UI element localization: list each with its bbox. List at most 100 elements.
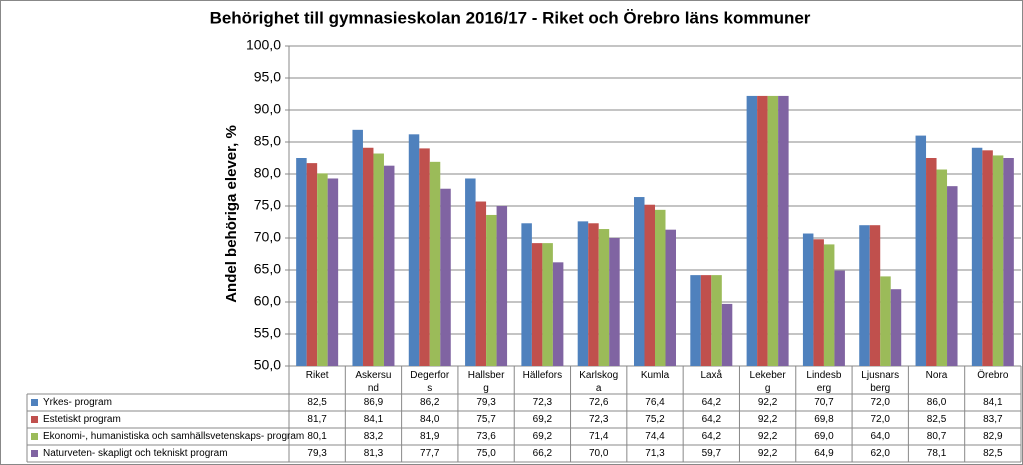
- table-cell: 81,7: [307, 414, 327, 425]
- table-cell: 80,7: [927, 431, 947, 442]
- table-cell: 70,0: [589, 448, 609, 459]
- bar: [690, 275, 701, 366]
- table-cell: 69,8: [814, 414, 834, 425]
- table-cell: 86,9: [364, 397, 384, 408]
- table-cell: 62,0: [870, 448, 890, 459]
- table-cell: 69,2: [533, 431, 553, 442]
- legend-swatch: [31, 450, 38, 457]
- table-cell: 75,2: [645, 414, 665, 425]
- x-tick-label: Laxå: [700, 370, 723, 381]
- bar: [419, 148, 430, 366]
- table-cell: 83,2: [364, 431, 384, 442]
- table-cell: 92,2: [758, 414, 778, 425]
- y-tick-label: 70,0: [254, 229, 281, 245]
- y-tick-label: 100,0: [246, 37, 281, 53]
- table-cell: 71,4: [589, 431, 609, 442]
- table-cell: 64,0: [870, 431, 890, 442]
- y-tick-label: 85,0: [254, 133, 281, 149]
- bar: [296, 158, 307, 366]
- bar: [327, 178, 339, 366]
- bar: [655, 209, 666, 366]
- bar: [992, 155, 1004, 366]
- table-cell: 83,7: [983, 414, 1003, 425]
- legend-swatch: [31, 416, 38, 423]
- legend-label: Naturveten- skapligt och tekniskt progra…: [43, 448, 228, 459]
- x-tick-label: Lekeberg: [749, 370, 786, 394]
- bar: [700, 275, 712, 366]
- table-cell: 71,3: [645, 448, 665, 459]
- bar: [926, 158, 937, 366]
- legend-swatch: [31, 399, 38, 406]
- bar: [890, 289, 902, 366]
- table-cell: 82,5: [927, 414, 947, 425]
- table-cell: 82,5: [307, 397, 327, 408]
- bar: [1003, 158, 1014, 366]
- y-tick-label: 75,0: [254, 197, 281, 213]
- table-cell: 80,1: [307, 431, 327, 442]
- table-cell: 72,0: [870, 414, 890, 425]
- bar: [373, 153, 384, 366]
- bar: [542, 243, 553, 366]
- table-cell: 69,0: [814, 431, 834, 442]
- x-tick-label: Kumla: [640, 370, 670, 381]
- y-axis-title: Andel behöriga elever, %: [223, 125, 240, 303]
- x-tick-label: Hallsberg: [467, 370, 505, 394]
- table-cell: 84,1: [364, 414, 384, 425]
- table-cell: 64,2: [702, 397, 722, 408]
- y-tick-label: 80,0: [254, 165, 281, 181]
- legend-label: Yrkes- program: [43, 397, 112, 408]
- table-cell: 64,2: [702, 431, 722, 442]
- x-tick-label: Örebro: [977, 370, 1009, 381]
- table-cell: 74,4: [645, 431, 665, 442]
- bar: [521, 223, 532, 366]
- y-tick-label: 60,0: [254, 293, 281, 309]
- bar: [598, 229, 610, 366]
- bar: [665, 229, 676, 366]
- x-tick-label: Lindesberg: [806, 370, 842, 394]
- bar: [577, 221, 589, 366]
- bar: [475, 201, 487, 366]
- table-cell: 79,3: [307, 448, 327, 459]
- table-cell: 92,2: [758, 448, 778, 459]
- bar: [496, 206, 508, 366]
- bar: [609, 238, 620, 366]
- table-cell: 66,2: [533, 448, 553, 459]
- bar: [721, 303, 733, 366]
- table-cell: 77,7: [420, 448, 440, 459]
- legend-label: Ekonomi-, humanistiska och samhällsveten…: [43, 431, 304, 442]
- bar: [486, 214, 497, 366]
- bar: [352, 129, 363, 366]
- bar: [915, 135, 927, 366]
- table-cell: 78,1: [927, 448, 947, 459]
- x-tick-label: Degerfors: [410, 370, 450, 394]
- bar: [429, 161, 441, 366]
- legend-label: Estetiskt program: [43, 414, 121, 425]
- bar: [552, 262, 564, 366]
- bar: [757, 95, 768, 367]
- table-cell: 82,9: [983, 431, 1003, 442]
- table-cell: 84,0: [420, 414, 440, 425]
- table-cell: 81,9: [420, 431, 440, 442]
- table-cell: 72,3: [533, 397, 553, 408]
- y-tick-label: 90,0: [254, 101, 281, 117]
- x-tick-label: Nora: [925, 370, 948, 381]
- table-cell: 92,2: [758, 431, 778, 442]
- table-cell: 76,4: [645, 397, 665, 408]
- bar: [383, 165, 395, 366]
- bar: [859, 225, 870, 366]
- table-cell: 81,3: [364, 448, 384, 459]
- bar: [440, 188, 451, 366]
- table-cell: 59,7: [702, 448, 722, 459]
- bar: [465, 178, 476, 366]
- bar: [767, 95, 779, 367]
- y-tick-label: 65,0: [254, 261, 281, 277]
- table-cell: 75,0: [476, 448, 496, 459]
- x-tick-label: Ljusnarsberg: [861, 370, 900, 394]
- table-cell: 82,5: [983, 448, 1003, 459]
- bar: [634, 197, 645, 366]
- table-cell: 64,2: [702, 414, 722, 425]
- y-tick-label: 55,0: [254, 325, 281, 341]
- table-cell: 84,1: [983, 397, 1003, 408]
